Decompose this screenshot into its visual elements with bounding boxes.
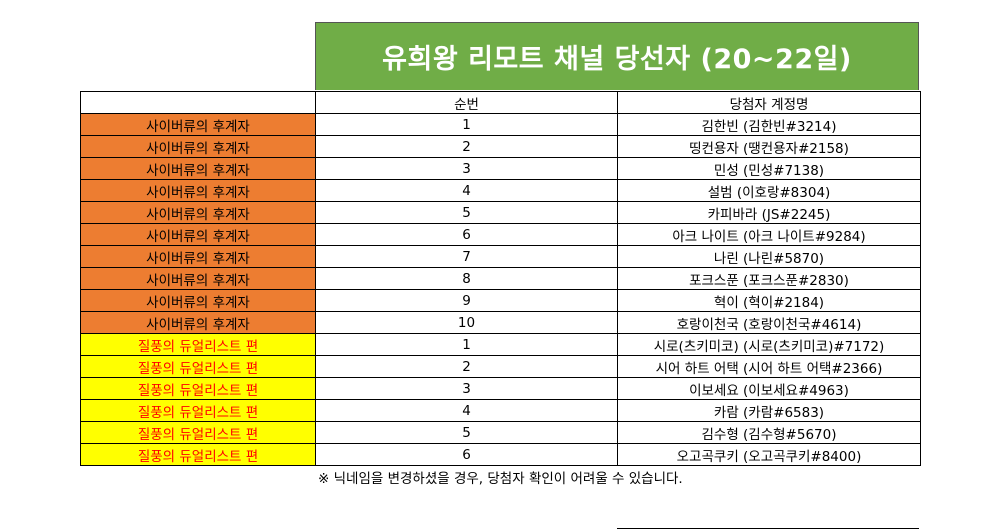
- account-cell: 혁이 (혁이#2184): [617, 289, 921, 312]
- table-row: 사이버류의 후계자 3 민성 (민성#7138): [80, 157, 921, 180]
- category-cell: 질풍의 듀얼리스트 편: [80, 399, 316, 422]
- category-cell: 질풍의 듀얼리스트 편: [80, 377, 316, 400]
- table-header-row: 순번 당첨자 계정명: [80, 91, 921, 114]
- number-cell: 3: [315, 377, 618, 400]
- account-cell: 오고곡쿠키 (오고곡쿠키#8400): [617, 443, 921, 466]
- number-cell: 5: [315, 201, 618, 224]
- table-row: 사이버류의 후계자 4 설범 (이호랑#8304): [80, 179, 921, 202]
- header-category: [80, 91, 316, 114]
- number-cell: 7: [315, 245, 618, 268]
- divider: [617, 528, 919, 529]
- account-cell: 시로(츠키미코) (시로(츠키미코)#7172): [617, 333, 921, 356]
- account-cell: 김한빈 (김한빈#3214): [617, 113, 921, 136]
- account-cell: 시어 하트 어택 (시어 하트 어택#2366): [617, 355, 921, 378]
- table-row: 사이버류의 후계자 9 혁이 (혁이#2184): [80, 289, 921, 312]
- number-cell: 2: [315, 355, 618, 378]
- table-row: 사이버류의 후계자 6 아크 나이트 (아크 나이트#9284): [80, 223, 921, 246]
- account-cell: 설범 (이호랑#8304): [617, 179, 921, 202]
- table-row: 사이버류의 후계자 2 띵컨용자 (땡컨용자#2158): [80, 135, 921, 158]
- number-cell: 9: [315, 289, 618, 312]
- number-cell: 3: [315, 157, 618, 180]
- category-cell: 질풍의 듀얼리스트 편: [80, 421, 316, 444]
- table-row: 사이버류의 후계자 7 나린 (나린#5870): [80, 245, 921, 268]
- number-cell: 8: [315, 267, 618, 290]
- category-cell: 질풍의 듀얼리스트 편: [80, 355, 316, 378]
- category-cell: 사이버류의 후계자: [80, 289, 316, 312]
- category-cell: 사이버류의 후계자: [80, 179, 316, 202]
- number-cell: 10: [315, 311, 618, 334]
- category-cell: 사이버류의 후계자: [80, 135, 316, 158]
- table-body: 사이버류의 후계자 1 김한빈 (김한빈#3214) 사이버류의 후계자 2 띵컨용자 (…: [80, 113, 921, 466]
- page-title: 유희왕 리모트 채널 당선자 (20~22일): [315, 22, 919, 90]
- table-row: 질풍의 듀얼리스트 편 1 시로(츠키미코) (시로(츠키미코)#7172): [80, 333, 921, 356]
- account-cell: 포크스푼 (포크스푼#2830): [617, 267, 921, 290]
- table-row: 사이버류의 후계자 10 호랑이천국 (호랑이천국#4614): [80, 311, 921, 334]
- category-cell: 질풍의 듀얼리스트 편: [80, 333, 316, 356]
- account-cell: 호랑이천국 (호랑이천국#4614): [617, 311, 921, 334]
- table-row: 질풍의 듀얼리스트 편 6 오고곡쿠키 (오고곡쿠키#8400): [80, 443, 921, 466]
- number-cell: 6: [315, 443, 618, 466]
- account-cell: 카피바라 (JS#2245): [617, 201, 921, 224]
- category-cell: 사이버류의 후계자: [80, 245, 316, 268]
- table-row: 사이버류의 후계자 5 카피바라 (JS#2245): [80, 201, 921, 224]
- header-number: 순번: [315, 91, 618, 114]
- account-cell: 아크 나이트 (아크 나이트#9284): [617, 223, 921, 246]
- category-cell: 사이버류의 후계자: [80, 267, 316, 290]
- table-row: 질풍의 듀얼리스트 편 3 이보세요 (이보세요#4963): [80, 377, 921, 400]
- table-row: 질풍의 듀얼리스트 편 4 카람 (카람#6583): [80, 399, 921, 422]
- header-account: 당첨자 계정명: [617, 91, 921, 114]
- footnote: ※ 닉네임을 변경하셨을 경우, 당첨자 확인이 어려울 수 있습니다.: [318, 471, 683, 487]
- table-row: 사이버류의 후계자 8 포크스푼 (포크스푼#2830): [80, 267, 921, 290]
- account-cell: 김수형 (김수형#5670): [617, 421, 921, 444]
- winners-table: 순번 당첨자 계정명 사이버류의 후계자 1 김한빈 (김한빈#3214) 사이버류의…: [80, 91, 921, 466]
- account-cell: 카람 (카람#6583): [617, 399, 921, 422]
- account-cell: 띵컨용자 (땡컨용자#2158): [617, 135, 921, 158]
- category-cell: 사이버류의 후계자: [80, 223, 316, 246]
- account-cell: 민성 (민성#7138): [617, 157, 921, 180]
- category-cell: 사이버류의 후계자: [80, 311, 316, 334]
- number-cell: 1: [315, 113, 618, 136]
- number-cell: 2: [315, 135, 618, 158]
- table-row: 사이버류의 후계자 1 김한빈 (김한빈#3214): [80, 113, 921, 136]
- number-cell: 4: [315, 179, 618, 202]
- number-cell: 1: [315, 333, 618, 356]
- account-cell: 나린 (나린#5870): [617, 245, 921, 268]
- category-cell: 사이버류의 후계자: [80, 157, 316, 180]
- table-row: 질풍의 듀얼리스트 편 5 김수형 (김수형#5670): [80, 421, 921, 444]
- number-cell: 4: [315, 399, 618, 422]
- number-cell: 6: [315, 223, 618, 246]
- category-cell: 사이버류의 후계자: [80, 113, 316, 136]
- category-cell: 질풍의 듀얼리스트 편: [80, 443, 316, 466]
- account-cell: 이보세요 (이보세요#4963): [617, 377, 921, 400]
- number-cell: 5: [315, 421, 618, 444]
- table-row: 질풍의 듀얼리스트 편 2 시어 하트 어택 (시어 하트 어택#2366): [80, 355, 921, 378]
- category-cell: 사이버류의 후계자: [80, 201, 316, 224]
